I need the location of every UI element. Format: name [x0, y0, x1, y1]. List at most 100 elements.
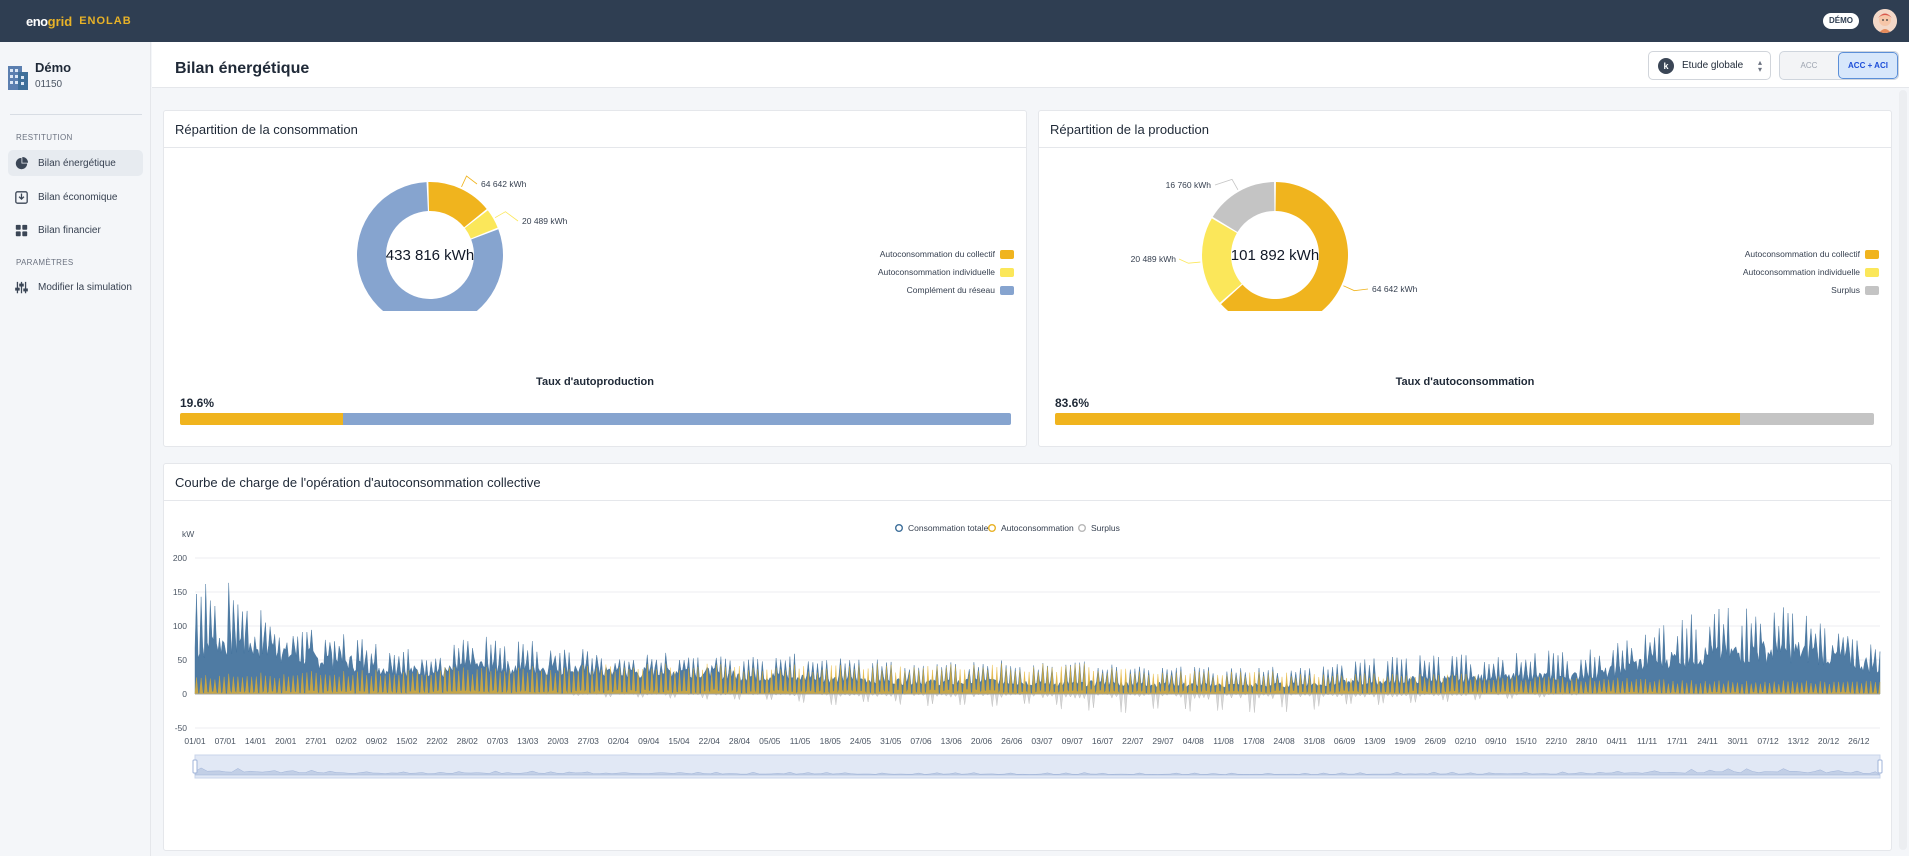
x-tick-label: 27/03	[578, 736, 600, 746]
x-tick-label: 24/11	[1697, 736, 1718, 746]
x-tick-label: 27/01	[305, 736, 327, 746]
production-donut-chart[interactable]: 64 642 kWh 20 489 kWh 16 760 kWh 101 892 kW…	[1129, 151, 1449, 311]
x-tick-label: 20/06	[971, 736, 993, 746]
autoconsommation-progress-bar	[1055, 413, 1874, 425]
x-tick-label: 07/12	[1757, 736, 1779, 746]
avatar-icon	[1873, 9, 1897, 33]
page-scrollbar[interactable]	[1899, 90, 1907, 850]
donut-slice[interactable]	[464, 210, 498, 239]
updown-chevron-icon: ▴ ▾	[1757, 58, 1762, 74]
x-tick-label: 01/01	[184, 736, 206, 746]
pie-chart-icon	[14, 156, 28, 170]
progress-remainder	[1739, 413, 1874, 425]
production-title: Répartition de la production	[1050, 122, 1209, 137]
legend-label: Autoconsommation du collectif	[879, 249, 995, 259]
load-curve-chart[interactable]: Consommation totale Autoconsommation Surpl…	[164, 501, 1893, 851]
legend-swatch	[1865, 267, 1879, 277]
x-tick-label: 13/03	[517, 736, 539, 746]
user-avatar[interactable]	[1873, 9, 1897, 33]
donut-slice[interactable]	[1221, 182, 1348, 311]
sidebar: Démo 01150 RESTITUTION Bilan énergétique…	[0, 42, 151, 856]
x-tick-label: 07/01	[215, 736, 237, 746]
segment-acc[interactable]: ACC	[1800, 61, 1818, 70]
x-tick-label: 18/05	[820, 736, 842, 746]
x-tick-label: 28/04	[729, 736, 751, 746]
progress-remainder	[342, 413, 1011, 425]
x-tick-label: 11/05	[790, 736, 811, 746]
x-tick-label: 09/02	[366, 736, 388, 746]
series-surplus[interactable]	[195, 693, 1880, 713]
x-tick-label: 22/04	[699, 736, 721, 746]
sliders-icon	[14, 280, 28, 294]
sidebar-item-label: Bilan financier	[38, 224, 101, 236]
section-restitution: RESTITUTION	[16, 133, 73, 142]
sidebar-item-modifier-simulation[interactable]: Modifier la simulation	[8, 274, 143, 300]
legend-item[interactable]: Autoconsommation individuelle	[704, 263, 1014, 281]
slice-value-label: 16 760 kWh	[1166, 180, 1212, 190]
zoom-handle-left[interactable]	[192, 759, 198, 774]
legend-item[interactable]: Autoconsommation individuelle	[1569, 263, 1879, 281]
slice-value-label: 64 642 kWh	[481, 179, 527, 189]
plot-area: kW 200 150 100 50 0 -50 01/01 07/01 14/01 20/01 27/…	[173, 529, 1883, 779]
x-tick-label: 13/12	[1788, 736, 1810, 746]
series-consommation-totale[interactable]	[194, 582, 1881, 695]
load-curve-title: Courbe de charge de l'opération d'autoco…	[175, 475, 541, 490]
y-axis-unit: kW	[182, 529, 194, 539]
x-tick-label: 15/02	[396, 736, 418, 746]
consumption-card: Répartition de la consommation 64 642 kW…	[163, 110, 1027, 447]
legend-swatch	[1865, 249, 1879, 259]
slice-value-label: 64 642 kWh	[1372, 284, 1418, 294]
donut-slice[interactable]	[1212, 182, 1275, 233]
sidebar-item-bilan-financier[interactable]: Bilan financier	[8, 217, 143, 243]
legend-label: Surplus	[1091, 523, 1120, 533]
study-select-value: Etude globale	[1682, 60, 1744, 71]
series-autoconsommation[interactable]	[194, 663, 1881, 695]
legend-label: Consommation totale	[908, 523, 989, 533]
x-tick-label: 04/08	[1183, 736, 1205, 746]
top-bar: eno grid ENOLAB DÉMO	[0, 0, 1909, 42]
legend-marker[interactable]	[1078, 524, 1087, 532]
page-title: Bilan énergétique	[175, 60, 310, 77]
legend-item[interactable]: Autoconsommation du collectif	[704, 245, 1014, 263]
sidebar-item-bilan-energetique[interactable]: Bilan énergétique	[8, 150, 143, 176]
study-select[interactable]: k Etude globale ▴ ▾	[1648, 51, 1771, 80]
legend-item[interactable]: Complément du réseau	[704, 281, 1014, 299]
sidebar-item-label: Modifier la simulation	[38, 281, 132, 293]
x-tick-label: 05/05	[759, 736, 781, 746]
x-tick-label: 20/03	[547, 736, 569, 746]
enogrid-logo[interactable]: eno grid ENOLAB	[26, 8, 132, 34]
donut-slice[interactable]	[1202, 218, 1242, 303]
donut-slice[interactable]	[357, 182, 503, 311]
logo-enolab: ENOLAB	[79, 15, 132, 27]
x-tick-label: 09/07	[1062, 736, 1084, 746]
x-tick-label: 02/10	[1455, 736, 1477, 746]
x-tick-label: 17/08	[1243, 736, 1265, 746]
x-tick-label: 02/04	[608, 736, 630, 746]
consumption-title: Répartition de la consommation	[175, 122, 358, 137]
legend-label: Autoconsommation du collectif	[1744, 249, 1860, 259]
x-tick-label: 02/02	[336, 736, 358, 746]
progress-fill	[1055, 413, 1740, 425]
x-tick-label: 26/09	[1425, 736, 1447, 746]
label-leader-line	[1214, 178, 1239, 190]
scope-toggle: ACC ACC + ACI	[1779, 51, 1899, 80]
logo-eno: eno	[26, 13, 48, 29]
x-tick-label: 15/10	[1515, 736, 1537, 746]
donut-slice[interactable]	[428, 182, 487, 228]
legend-swatch	[1865, 285, 1879, 295]
legend-marker[interactable]	[988, 524, 997, 532]
org-code: 01150	[35, 79, 63, 90]
consumption-legend: Autoconsommation du collectif Autoconsomm…	[704, 245, 1014, 299]
legend-marker[interactable]	[895, 524, 904, 532]
page-header: Bilan énergétique k Etude globale ▴ ▾ ACC…	[152, 42, 1909, 88]
legend-item[interactable]: Autoconsommation du collectif	[1569, 245, 1879, 263]
study-k-icon: k	[1658, 57, 1674, 74]
legend-item[interactable]: Surplus	[1569, 281, 1879, 299]
x-tick-label: 22/02	[426, 736, 448, 746]
x-tick-label: 09/10	[1485, 736, 1507, 746]
zoom-handle-right[interactable]	[1877, 759, 1883, 774]
sidebar-item-bilan-economique[interactable]: Bilan économique	[8, 184, 143, 210]
segment-acc-aci[interactable]: ACC + ACI	[1838, 52, 1898, 79]
legend-label: Surplus	[1831, 285, 1860, 295]
